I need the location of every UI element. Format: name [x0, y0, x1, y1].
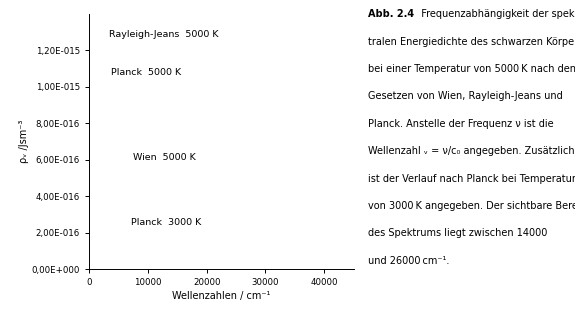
Text: Gesetzen von Wien, Rayleigh-Jeans und: Gesetzen von Wien, Rayleigh-Jeans und: [368, 91, 563, 101]
Text: Frequenzabhängigkeit der spek-: Frequenzabhängigkeit der spek-: [415, 9, 575, 19]
Text: und 26000 cm⁻¹.: und 26000 cm⁻¹.: [368, 256, 450, 266]
Text: Planck. Anstelle der Frequenz ν ist die: Planck. Anstelle der Frequenz ν ist die: [368, 119, 554, 129]
Text: bei einer Temperatur von 5000 K nach den: bei einer Temperatur von 5000 K nach den: [368, 64, 575, 74]
Text: Wien  5000 K: Wien 5000 K: [133, 153, 196, 162]
Text: Wellenzahl ᵥ = ν/c₀ angegeben. Zusätzlich: Wellenzahl ᵥ = ν/c₀ angegeben. Zusätzlic…: [368, 146, 574, 156]
Text: tralen Energiedichte des schwarzen Körpers: tralen Energiedichte des schwarzen Körpe…: [368, 37, 575, 47]
Text: ist der Verlauf nach Planck bei Temperatur: ist der Verlauf nach Planck bei Temperat…: [368, 174, 575, 183]
Text: Planck  5000 K: Planck 5000 K: [112, 68, 182, 77]
Text: Rayleigh-Jeans  5000 K: Rayleigh-Jeans 5000 K: [109, 30, 218, 39]
Y-axis label: ρᵥ /Jsm⁻³: ρᵥ /Jsm⁻³: [19, 120, 29, 163]
Text: des Spektrums liegt zwischen 14000: des Spektrums liegt zwischen 14000: [368, 228, 547, 238]
Text: Abb. 2.4: Abb. 2.4: [368, 9, 414, 19]
Text: von 3000 K angegeben. Der sichtbare Bereich: von 3000 K angegeben. Der sichtbare Bere…: [368, 201, 575, 211]
X-axis label: Wellenzahlen / cm⁻¹: Wellenzahlen / cm⁻¹: [172, 291, 271, 301]
Text: Planck  3000 K: Planck 3000 K: [132, 219, 202, 227]
